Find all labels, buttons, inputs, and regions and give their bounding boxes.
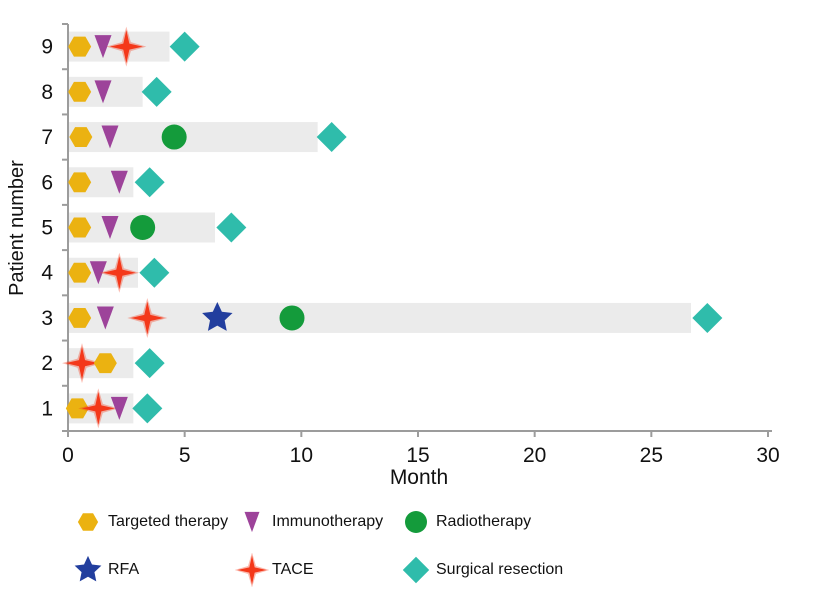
rfa-icon xyxy=(74,555,102,582)
radio-marker-icon xyxy=(130,215,156,240)
legend-item-radio: Radiotherapy xyxy=(399,505,531,539)
surgery-marker-icon xyxy=(132,393,163,424)
legend-item-targeted: Targeted therapy xyxy=(71,505,228,539)
tace-marker-icon xyxy=(109,30,143,64)
targeted-marker-icon xyxy=(65,398,89,419)
tace-icon-shape xyxy=(237,555,267,585)
x-axis-title: Month xyxy=(389,466,449,489)
legend-label: Radiotherapy xyxy=(436,513,532,530)
radio-icon-shape xyxy=(405,511,427,533)
immuno-marker-icon xyxy=(101,216,119,239)
legend-label: TACE xyxy=(272,561,314,578)
tace-icon xyxy=(235,553,269,587)
legend-label: Surgical resection xyxy=(436,561,564,578)
tace-marker-icon xyxy=(65,346,99,380)
surgery-marker-icon xyxy=(134,348,165,379)
immuno-marker-icon xyxy=(94,80,112,104)
tace-marker-icon xyxy=(130,301,164,335)
y-tick-label: 3 xyxy=(41,307,53,330)
y-tick-label: 4 xyxy=(41,262,53,285)
x-tick-label: 25 xyxy=(640,444,663,467)
x-tick-label: 0 xyxy=(62,444,74,467)
immuno-marker-icon xyxy=(96,306,114,330)
legend-item-tace: TACE xyxy=(235,553,313,587)
tace-marker-icon xyxy=(81,391,115,425)
x-tick-label: 10 xyxy=(290,444,313,467)
legend-item-immuno: Immunotherapy xyxy=(235,505,383,539)
legend-label: RFA xyxy=(108,561,140,578)
radio-icon xyxy=(405,511,427,533)
radio-marker-icon xyxy=(279,305,305,331)
surgery-legend-icon xyxy=(399,553,433,587)
targeted-marker-icon xyxy=(68,81,92,102)
targeted-marker-icon xyxy=(68,36,92,57)
x-tick-label: 30 xyxy=(756,444,779,467)
treatment-duration-bar-p3 xyxy=(68,302,691,333)
y-axis-title: Patient number xyxy=(6,160,28,296)
y-tick-label: 9 xyxy=(41,36,53,59)
immuno-icon xyxy=(244,511,260,533)
legend-item-rfa: RFA xyxy=(71,553,139,587)
legend-label: Immunotherapy xyxy=(272,513,384,530)
surgery-icon-shape xyxy=(402,556,430,584)
x-tick-label: 15 xyxy=(406,444,429,467)
immuno-marker-icon xyxy=(110,396,128,420)
immuno-marker-icon xyxy=(101,125,119,149)
rfa-legend-icon xyxy=(71,553,105,587)
targeted-marker-icon xyxy=(69,127,93,148)
legend-item-surgery: Surgical resection xyxy=(399,553,563,587)
x-tick-label: 20 xyxy=(523,444,546,467)
y-tick-label: 5 xyxy=(41,217,53,240)
immuno-marker-icon xyxy=(94,35,112,59)
immuno-icon-shape xyxy=(244,511,260,533)
tace-legend-icon xyxy=(235,553,269,587)
x-tick-label: 5 xyxy=(179,444,191,467)
targeted-icon xyxy=(77,513,99,531)
y-tick-label: 1 xyxy=(41,397,53,420)
immuno-marker-icon xyxy=(89,261,107,285)
surgery-marker-icon xyxy=(216,212,247,243)
targeted-icon-shape xyxy=(77,513,99,531)
y-tick-label: 6 xyxy=(41,171,53,194)
radio-legend-icon xyxy=(399,505,433,539)
surgery-marker-icon xyxy=(692,302,723,333)
targeted-marker-icon xyxy=(93,353,117,374)
surgery-icon xyxy=(402,556,430,584)
immuno-legend-icon xyxy=(235,505,269,539)
targeted-marker-icon xyxy=(68,307,92,328)
rfa-marker-icon xyxy=(202,301,233,331)
targeted-legend-icon xyxy=(71,505,105,539)
surgery-marker-icon xyxy=(169,31,200,62)
y-tick-label: 8 xyxy=(41,81,53,104)
plot-area: 1 2 3 4 5 6 7 8 9 0 5 10 15 20 25 30 xyxy=(41,23,780,467)
rfa-icon-shape xyxy=(74,555,102,582)
y-tick-label: 2 xyxy=(41,352,53,375)
surgery-marker-icon xyxy=(141,76,172,107)
tace-marker-icon xyxy=(102,256,136,290)
radio-marker-icon xyxy=(161,124,187,150)
surgery-marker-icon xyxy=(139,257,170,288)
targeted-marker-icon xyxy=(68,262,92,283)
legend-label: Targeted therapy xyxy=(108,513,229,530)
immuno-marker-icon xyxy=(110,170,128,194)
surgery-marker-icon xyxy=(316,122,347,153)
y-tick-label: 7 xyxy=(41,126,53,149)
targeted-marker-icon xyxy=(68,172,92,193)
targeted-marker-icon xyxy=(68,217,92,238)
surgery-marker-icon xyxy=(134,167,165,198)
